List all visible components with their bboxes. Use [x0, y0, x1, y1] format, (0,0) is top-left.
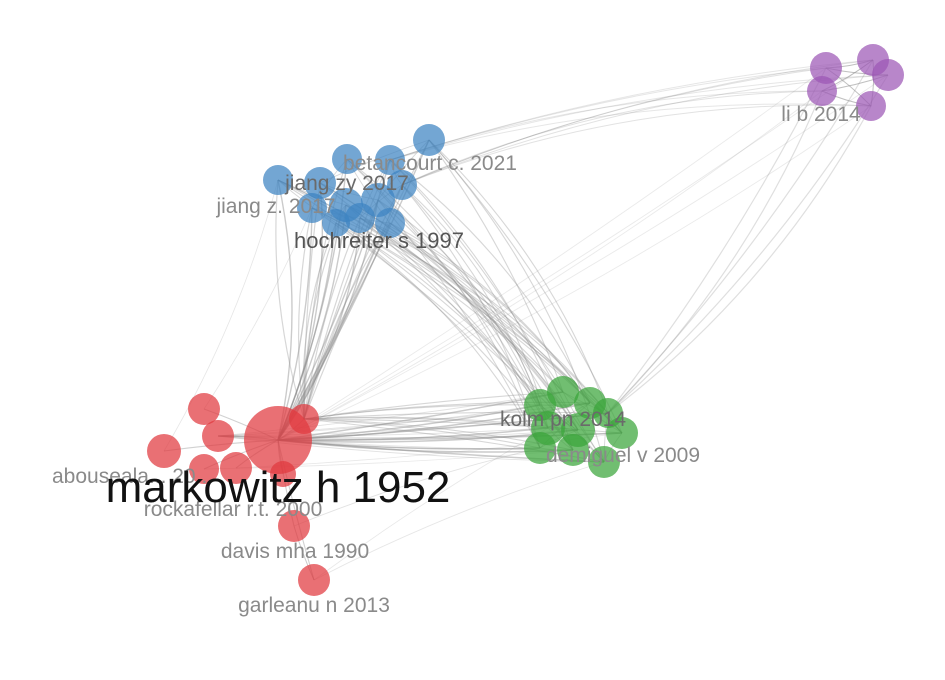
publication-node-green[interactable]	[606, 417, 638, 449]
citation-edge	[313, 427, 549, 581]
publication-node-blue[interactable]	[332, 144, 362, 174]
publication-node-green[interactable]	[524, 432, 556, 464]
citation-edge	[401, 184, 541, 406]
publication-node-purple[interactable]	[872, 59, 904, 91]
citation-edge	[607, 105, 872, 414]
citation-edge	[428, 139, 609, 414]
label-jiang-z[interactable]: jiang z. 2017	[215, 195, 335, 218]
citation-edge	[297, 207, 313, 420]
label-betancourt[interactable]: betancourt c. 2021	[343, 152, 517, 175]
citation-edge	[389, 90, 823, 161]
publication-node-red[interactable]	[147, 434, 181, 468]
label-davis[interactable]: davis mha 1990	[221, 540, 369, 563]
publication-node-red[interactable]	[278, 510, 310, 542]
citation-edge	[277, 412, 609, 441]
citation-edge	[313, 461, 605, 581]
citation-edge	[277, 59, 874, 441]
publication-node-green[interactable]	[588, 446, 620, 478]
citation-edge	[401, 90, 823, 186]
label-garleanu[interactable]: garleanu n 2013	[238, 594, 390, 617]
citation-edge	[303, 411, 609, 420]
publication-node-blue[interactable]	[345, 203, 375, 233]
citation-edge	[163, 179, 279, 452]
citation-edge	[428, 139, 623, 434]
label-kolm[interactable]: kolm pn 2014	[500, 408, 626, 431]
citation-edge	[277, 90, 823, 441]
citation-edge	[203, 207, 313, 410]
citation-edge	[203, 449, 574, 470]
publication-node-red[interactable]	[298, 564, 330, 596]
publication-node-blue[interactable]	[375, 145, 405, 175]
label-abouseala[interactable]: abouseala... 20...	[52, 465, 213, 488]
citation-edge	[303, 222, 391, 420]
publication-node-green[interactable]	[557, 434, 589, 466]
citation-edge	[607, 90, 823, 414]
publication-node-red[interactable]	[188, 393, 220, 425]
label-demiguel[interactable]: demiguel v 2009	[546, 444, 700, 467]
citation-edge	[275, 179, 305, 420]
node-labels: betancourt c. 2021 jiang zy 2017 jiang z…	[52, 103, 861, 617]
publication-node-blue[interactable]	[304, 167, 336, 199]
publication-node-blue[interactable]	[263, 165, 293, 195]
citation-edge	[428, 139, 564, 393]
citation-edge	[303, 217, 361, 420]
citation-edge	[389, 159, 591, 404]
publication-node-purple[interactable]	[810, 52, 842, 84]
publication-node-blue[interactable]	[297, 193, 327, 223]
citation-edge	[359, 217, 609, 414]
citation-edge	[389, 103, 872, 161]
citation-edge	[401, 59, 874, 186]
publication-node-purple[interactable]	[807, 76, 837, 106]
citation-edge	[335, 222, 549, 429]
citation-edge	[607, 74, 889, 414]
citation-edge	[335, 222, 541, 449]
citation-edge	[389, 59, 874, 161]
label-jiang-zy[interactable]: jiang zy 2017	[284, 172, 409, 195]
citation-edge	[607, 59, 874, 414]
publication-node-red[interactable]	[189, 454, 219, 484]
citation-edge	[377, 199, 541, 406]
publication-node-red[interactable]	[220, 452, 252, 484]
citation-edge	[389, 222, 591, 404]
citation-edge	[293, 447, 541, 527]
publication-nodes	[147, 44, 904, 596]
label-markowitz[interactable]: markowitz h 1952	[106, 463, 451, 512]
label-li-b[interactable]: li b 2014	[781, 103, 861, 126]
citation-edge	[277, 67, 827, 441]
citation-edge	[277, 74, 889, 441]
publication-node-red[interactable]	[202, 420, 234, 452]
citation-edge	[389, 67, 827, 161]
citation-edge	[277, 105, 872, 441]
publication-node-blue[interactable]	[413, 124, 445, 156]
publication-node-blue[interactable]	[387, 170, 417, 200]
citation-edge	[401, 104, 872, 186]
publication-node-blue[interactable]	[375, 208, 405, 238]
citation-edge	[277, 427, 549, 441]
citation-edge	[303, 418, 541, 449]
citation-edge	[335, 222, 541, 406]
label-hochreiter[interactable]: hochreiter s 1997	[294, 228, 464, 253]
citation-edge	[607, 67, 827, 414]
label-rockafellar[interactable]: rockafellar r.t. 2000	[144, 498, 323, 521]
publication-node-red[interactable]	[289, 404, 319, 434]
citation-edge	[401, 67, 827, 186]
citation-edge	[302, 222, 337, 420]
publication-node-blue[interactable]	[322, 209, 350, 237]
citation-edge	[303, 404, 541, 420]
publication-node-red[interactable]	[270, 461, 296, 487]
publication-node-purple[interactable]	[856, 91, 886, 121]
citation-edge	[303, 417, 549, 429]
